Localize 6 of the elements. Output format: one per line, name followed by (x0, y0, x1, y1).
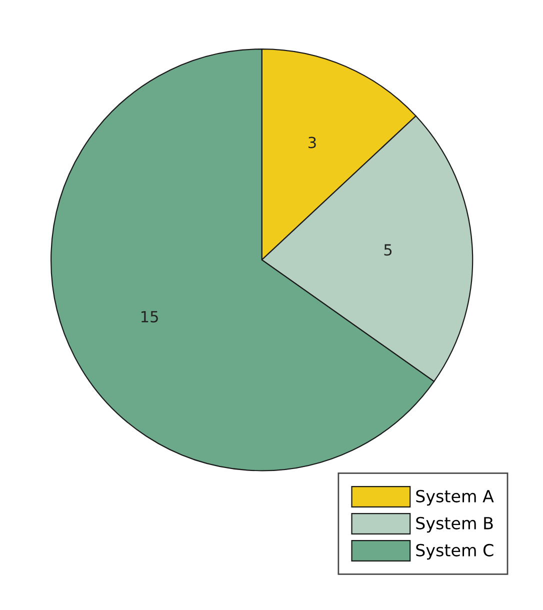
data-label: 15 (142, 311, 158, 322)
legend-label: System A (416, 490, 494, 506)
legend-label: System B (416, 516, 493, 533)
data-label: 3 (308, 136, 316, 148)
data-label: 5 (384, 244, 392, 256)
legend-label: System C (416, 544, 494, 560)
